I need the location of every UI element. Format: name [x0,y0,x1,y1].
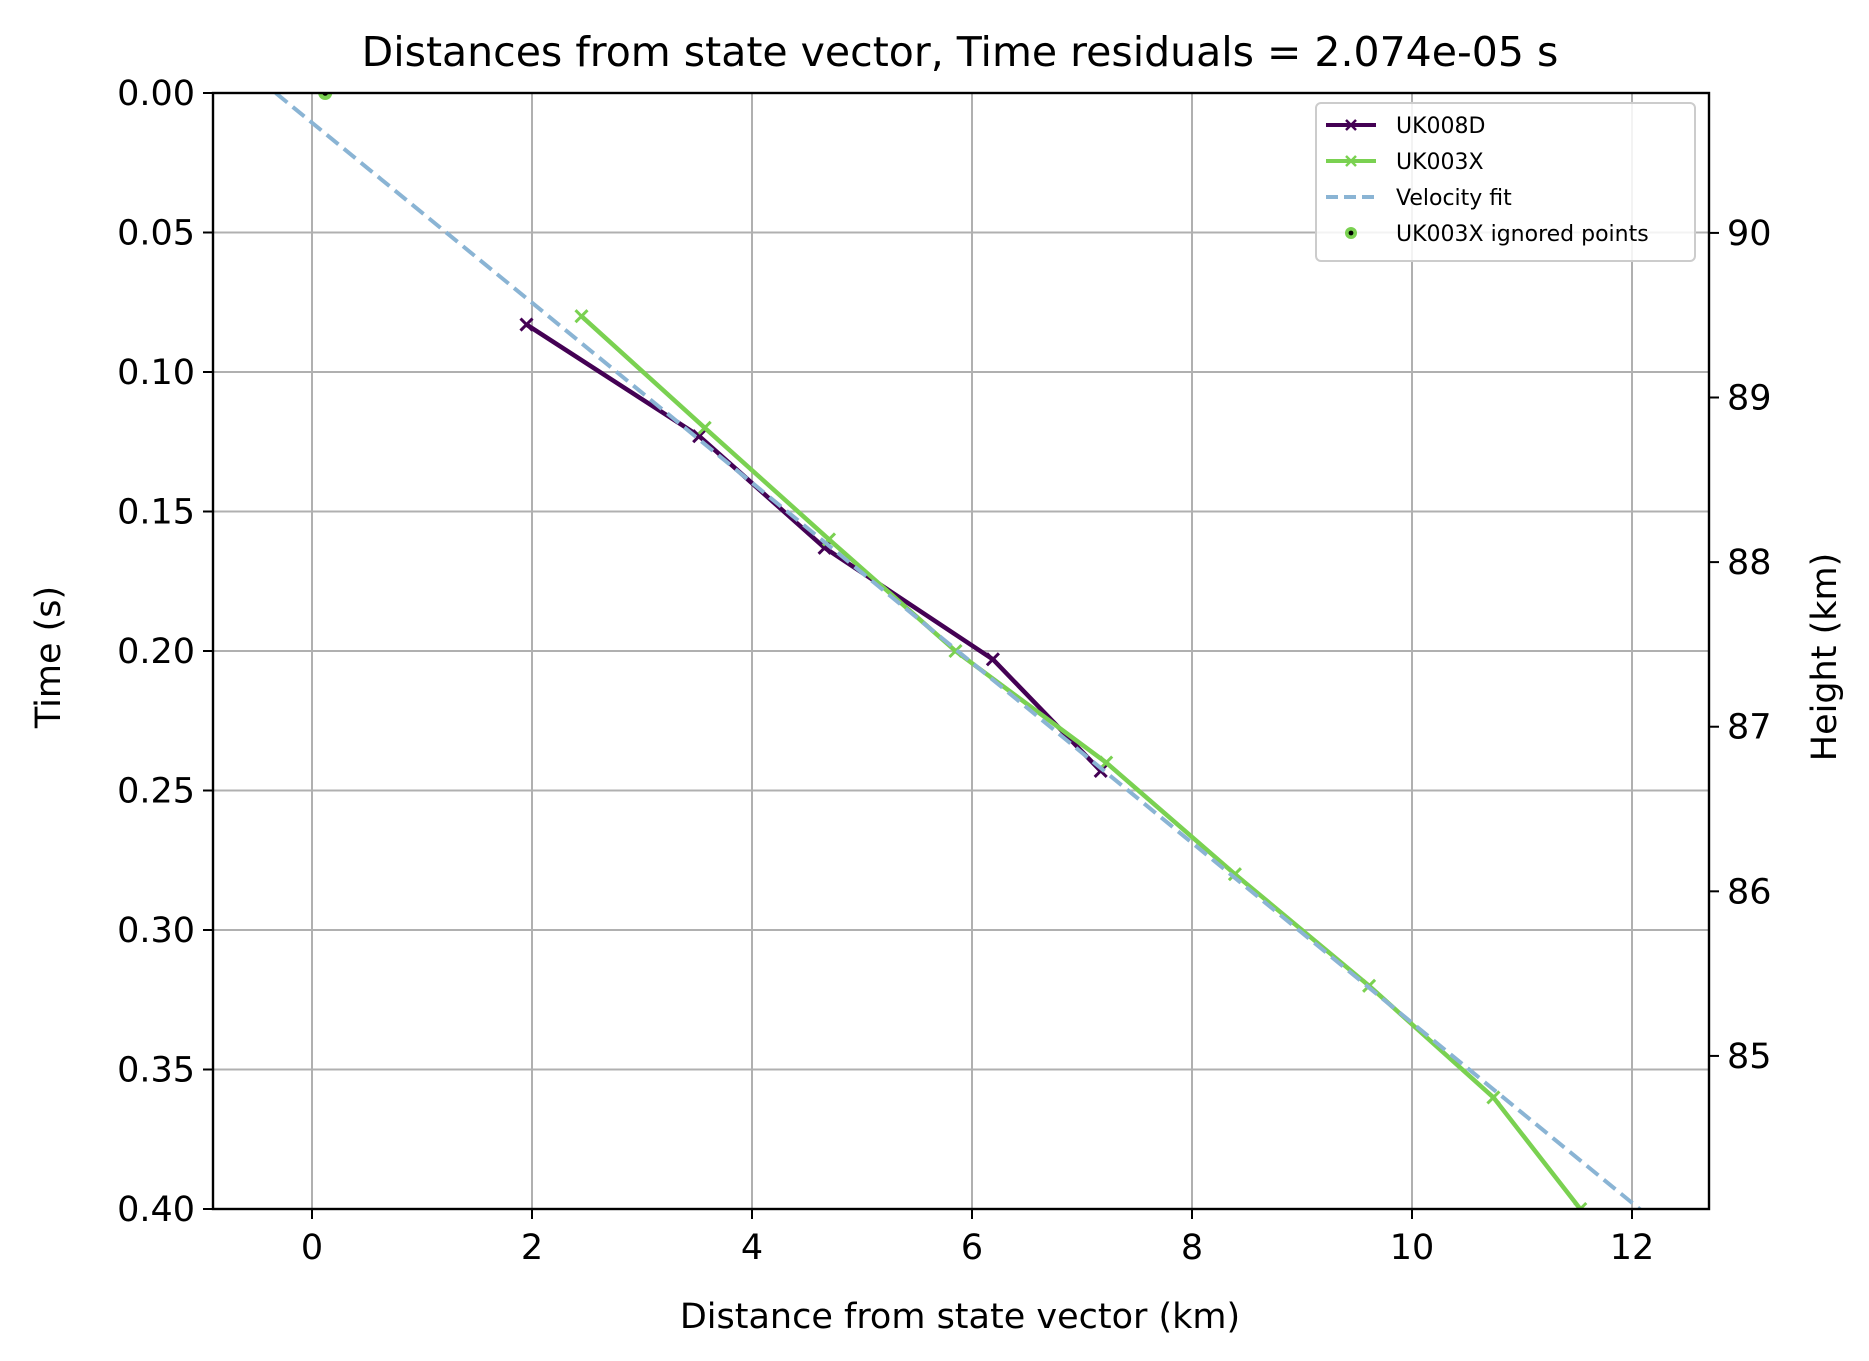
dot-marker [1345,227,1357,239]
y-tick-label: 0.00 [117,74,195,114]
series-line [579,314,1583,1209]
y2-axis-label: Height (km) [1805,553,1845,762]
x-tick-label: 4 [741,1228,763,1268]
legend: UK008D UK003X Velocity fit UK003X ignored p… [1315,102,1696,262]
y2-tick-label: 88 [1727,543,1772,583]
y2-tick-label: 85 [1727,1037,1772,1077]
x-tick-label: 0 [301,1228,323,1268]
x-marker-stroke [697,420,712,435]
x-marker-stroke [1345,119,1357,131]
x-marker [574,309,589,324]
y2-tick-label: 90 [1727,214,1772,254]
y-axis-label: Time (s) [29,586,69,729]
x-marker-stroke [574,309,589,324]
grid-lines [213,92,1709,1210]
series-line [274,93,1643,1209]
legend-item-velocity-fit: Velocity fit [1326,186,1512,211]
legend-item-uk003x: UK003X [1326,150,1484,175]
x-marker [1345,155,1357,167]
x-marker [692,429,707,444]
chart-title: Distances from state vector, Time residu… [362,28,1559,76]
legend-item-uk003x-ignored-points: UK003X ignored points [1345,222,1649,247]
x-tick-label: 10 [1390,1228,1435,1268]
y2-tick-label: 87 [1727,708,1772,748]
y-tick-label: 0.35 [117,1051,195,1091]
y2-tick-label: 86 [1727,872,1772,912]
x-marker [1345,119,1357,131]
x-marker-stroke [1099,755,1114,770]
x-marker-stroke [519,317,534,332]
x-marker [1227,867,1242,882]
x-marker-stroke [985,652,1000,667]
x-marker [1573,1201,1588,1209]
legend-label: UK003X ignored points [1396,222,1649,247]
y2-tick-label: 89 [1727,379,1772,419]
x-marker-stroke [1227,867,1242,882]
dot-marker-center [1348,230,1354,236]
y-tick-label: 0.10 [117,353,195,393]
x-marker-stroke [1578,1201,1588,1209]
x-axis-label: Distance from state vector (km) [680,1297,1240,1337]
series-uk008d [519,317,1108,779]
x-marker-stroke [1093,763,1108,779]
legend-label: Velocity fit [1396,186,1512,211]
x-marker [1486,1090,1501,1105]
series-line [525,322,1103,773]
y-tick-label: 0.05 [117,214,195,254]
x-marker-stroke [948,643,963,659]
y-tick-label: 0.20 [117,632,195,672]
x-marker-stroke [1573,1201,1583,1209]
x-marker [519,317,534,332]
x-tick-label: 8 [1181,1228,1203,1268]
plot-data [274,93,1643,1209]
x-marker-stroke [692,429,707,444]
y-tick-label: 0.25 [117,772,195,812]
dot-marker-outer [318,93,333,100]
axis-ticks: 0 2 4 6 8 10 12 0.00 0.05 0.10 0.15 0.20 0.25 0.30 0.3… [117,74,1771,1268]
series-velocity-fit [274,93,1643,1209]
x-tick-label: 6 [961,1228,983,1268]
y-tick-label: 0.40 [117,1190,195,1230]
x-marker-stroke [1486,1090,1501,1105]
x-marker [1099,755,1114,770]
series-uk003x [574,309,1588,1209]
x-marker [985,652,1000,667]
x-tick-label: 2 [521,1228,543,1268]
x-marker [697,420,712,435]
x-marker-stroke [1345,155,1357,167]
legend-label: UK003X [1396,150,1484,175]
y-tick-label: 0.15 [117,493,195,533]
y-tick-label: 0.30 [117,911,195,951]
x-tick-label: 12 [1610,1228,1655,1268]
legend-item-uk008d: UK008D [1326,114,1485,139]
legend-label: UK008D [1396,114,1485,139]
legend-box [1315,102,1696,262]
